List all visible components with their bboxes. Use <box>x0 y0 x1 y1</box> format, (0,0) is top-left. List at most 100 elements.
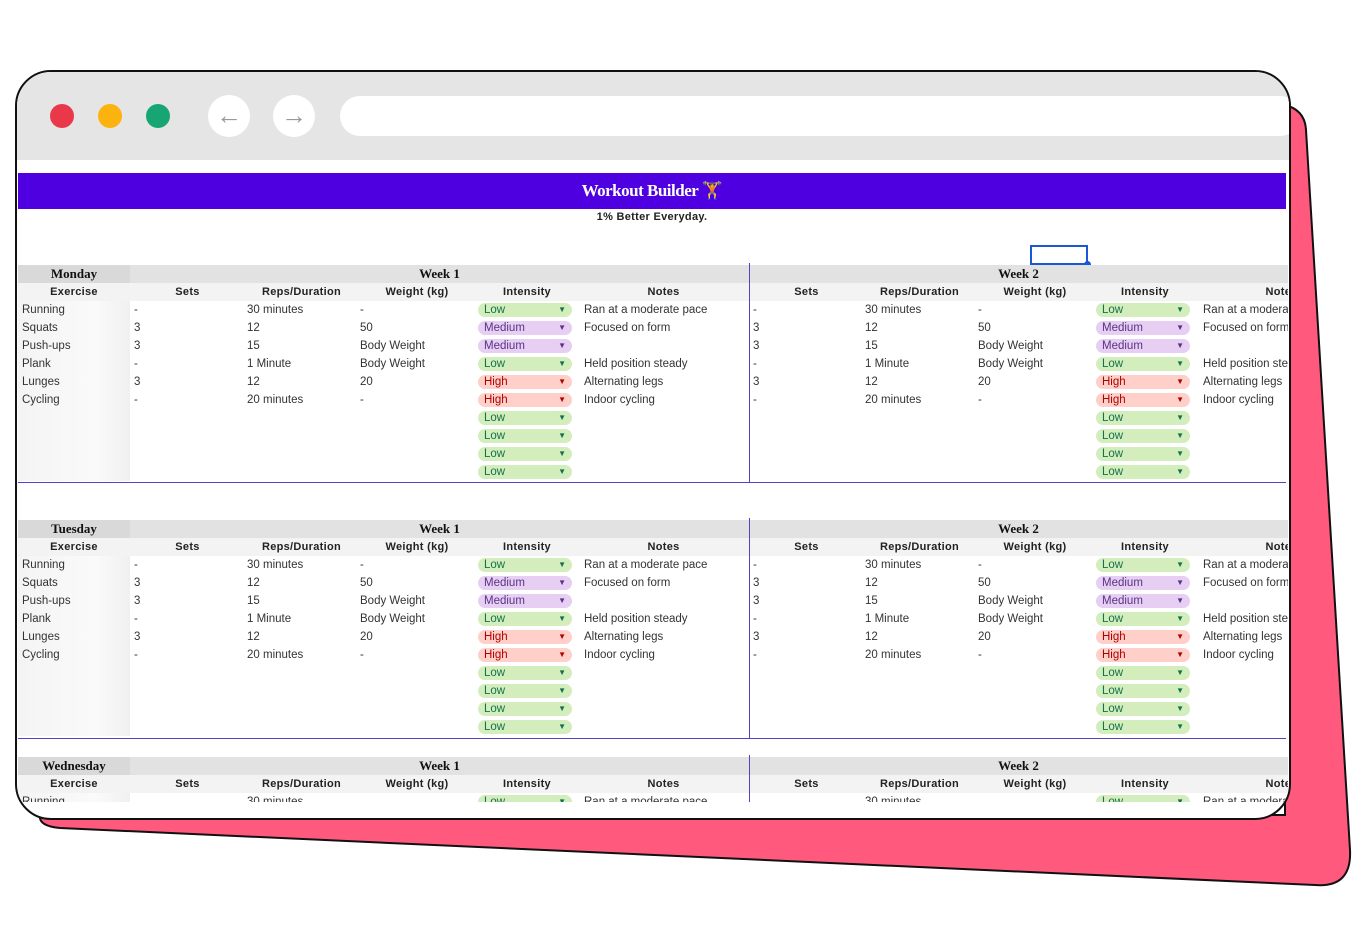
sets-cell[interactable]: 3 <box>753 631 760 643</box>
chevron-down-icon[interactable]: ▼ <box>1176 413 1184 422</box>
close-window-dot[interactable] <box>50 104 74 128</box>
notes-cell[interactable]: Alternating legs <box>1203 376 1283 388</box>
chevron-down-icon[interactable]: ▼ <box>558 341 566 350</box>
intensity-dropdown[interactable]: High ▼ <box>478 630 572 644</box>
sets-cell[interactable]: - <box>753 649 757 661</box>
weight-cell[interactable]: Body Weight <box>360 595 425 607</box>
chevron-down-icon[interactable]: ▼ <box>558 467 566 476</box>
intensity-dropdown[interactable]: Low ▼ <box>478 795 572 802</box>
sets-cell[interactable]: - <box>134 613 138 625</box>
chevron-down-icon[interactable]: ▼ <box>1176 323 1184 332</box>
reps-cell[interactable]: 12 <box>247 631 260 643</box>
weight-cell[interactable]: - <box>360 559 364 571</box>
sets-cell[interactable]: - <box>753 394 757 406</box>
chevron-down-icon[interactable]: ▼ <box>558 632 566 641</box>
chevron-down-icon[interactable]: ▼ <box>558 449 566 458</box>
reps-cell[interactable]: 12 <box>865 376 878 388</box>
chevron-down-icon[interactable]: ▼ <box>558 668 566 677</box>
notes-cell[interactable]: Ran at a moderate pace <box>584 796 708 802</box>
reps-cell[interactable]: 1 Minute <box>247 358 292 370</box>
sets-cell[interactable]: - <box>134 649 138 661</box>
chevron-down-icon[interactable]: ▼ <box>558 323 566 332</box>
chevron-down-icon[interactable]: ▼ <box>558 413 566 422</box>
notes-cell[interactable]: Alternating legs <box>1203 631 1283 643</box>
weight-cell[interactable]: 50 <box>978 577 991 589</box>
sets-cell[interactable]: - <box>134 304 138 316</box>
maximize-window-dot[interactable] <box>146 104 170 128</box>
chevron-down-icon[interactable]: ▼ <box>558 596 566 605</box>
intensity-dropdown[interactable]: Medium ▼ <box>1096 321 1190 335</box>
exercise-cell[interactable]: Running <box>22 796 65 802</box>
intensity-dropdown[interactable]: High ▼ <box>1096 375 1190 389</box>
weight-cell[interactable]: Body Weight <box>978 595 1043 607</box>
intensity-dropdown[interactable]: Low ▼ <box>1096 666 1190 680</box>
reps-cell[interactable]: 30 minutes <box>865 304 922 316</box>
sets-cell[interactable]: 3 <box>134 376 141 388</box>
chevron-down-icon[interactable]: ▼ <box>1176 341 1184 350</box>
chevron-down-icon[interactable]: ▼ <box>558 359 566 368</box>
intensity-dropdown[interactable]: Low ▼ <box>1096 612 1190 626</box>
chevron-down-icon[interactable]: ▼ <box>1176 578 1184 587</box>
chevron-down-icon[interactable]: ▼ <box>558 395 566 404</box>
reps-cell[interactable]: 30 minutes <box>247 304 304 316</box>
chevron-down-icon[interactable]: ▼ <box>558 650 566 659</box>
weight-cell[interactable]: - <box>978 559 982 571</box>
notes-cell[interactable]: Focused on form <box>584 322 671 334</box>
weight-cell[interactable]: 50 <box>360 322 373 334</box>
exercise-cell[interactable]: Squats <box>22 577 58 589</box>
intensity-dropdown[interactable]: Medium ▼ <box>478 321 572 335</box>
notes-cell[interactable]: Focused on form <box>1203 577 1288 589</box>
intensity-dropdown[interactable]: Low ▼ <box>478 702 572 716</box>
chevron-down-icon[interactable]: ▼ <box>558 686 566 695</box>
weight-cell[interactable]: - <box>360 649 364 661</box>
weight-cell[interactable]: Body Weight <box>360 358 425 370</box>
intensity-dropdown[interactable]: Medium ▼ <box>1096 576 1190 590</box>
weight-cell[interactable]: Body Weight <box>978 358 1043 370</box>
intensity-dropdown[interactable]: Low ▼ <box>478 465 572 479</box>
reps-cell[interactable]: 1 Minute <box>247 613 292 625</box>
exercise-cell[interactable]: Running <box>22 559 65 571</box>
intensity-dropdown[interactable]: Medium ▼ <box>478 576 572 590</box>
weight-cell[interactable]: Body Weight <box>360 340 425 352</box>
reps-cell[interactable]: 30 minutes <box>247 796 304 802</box>
notes-cell[interactable]: Focused on form <box>1203 322 1288 334</box>
reps-cell[interactable]: 1 Minute <box>865 358 910 370</box>
notes-cell[interactable]: Held position steady <box>584 613 688 625</box>
reps-cell[interactable]: 12 <box>247 376 260 388</box>
notes-cell[interactable]: Indoor cycling <box>584 649 655 661</box>
chevron-down-icon[interactable]: ▼ <box>1176 359 1184 368</box>
chevron-down-icon[interactable]: ▼ <box>1176 431 1184 440</box>
chevron-down-icon[interactable]: ▼ <box>558 431 566 440</box>
notes-cell[interactable]: Alternating legs <box>584 631 664 643</box>
intensity-dropdown[interactable]: Medium ▼ <box>1096 594 1190 608</box>
chevron-down-icon[interactable]: ▼ <box>1176 614 1184 623</box>
chevron-down-icon[interactable]: ▼ <box>558 797 566 802</box>
notes-cell[interactable]: Held position steady <box>1203 613 1288 625</box>
weight-cell[interactable]: 50 <box>978 322 991 334</box>
weight-cell[interactable]: Body Weight <box>978 340 1043 352</box>
intensity-dropdown[interactable]: Low ▼ <box>478 303 572 317</box>
chevron-down-icon[interactable]: ▼ <box>1176 467 1184 476</box>
reps-cell[interactable]: 15 <box>247 340 260 352</box>
exercise-cell[interactable]: Push-ups <box>22 340 71 352</box>
sets-cell[interactable]: 3 <box>753 595 760 607</box>
intensity-dropdown[interactable]: Low ▼ <box>478 720 572 734</box>
weight-cell[interactable]: 50 <box>360 577 373 589</box>
intensity-dropdown[interactable]: High ▼ <box>478 648 572 662</box>
sets-cell[interactable]: 3 <box>134 577 141 589</box>
weight-cell[interactable]: 20 <box>360 631 373 643</box>
intensity-dropdown[interactable]: Low ▼ <box>1096 558 1190 572</box>
chevron-down-icon[interactable]: ▼ <box>558 377 566 386</box>
intensity-dropdown[interactable]: Low ▼ <box>1096 720 1190 734</box>
selected-cell[interactable] <box>1030 245 1091 268</box>
intensity-dropdown[interactable]: High ▼ <box>1096 393 1190 407</box>
intensity-dropdown[interactable]: High ▼ <box>478 393 572 407</box>
chevron-down-icon[interactable]: ▼ <box>558 305 566 314</box>
intensity-dropdown[interactable]: High ▼ <box>1096 630 1190 644</box>
intensity-dropdown[interactable]: Low ▼ <box>478 429 572 443</box>
sets-cell[interactable]: 3 <box>753 376 760 388</box>
weight-cell[interactable]: - <box>978 304 982 316</box>
notes-cell[interactable]: Indoor cycling <box>1203 394 1274 406</box>
reps-cell[interactable]: 20 minutes <box>247 394 304 406</box>
exercise-cell[interactable]: Squats <box>22 322 58 334</box>
